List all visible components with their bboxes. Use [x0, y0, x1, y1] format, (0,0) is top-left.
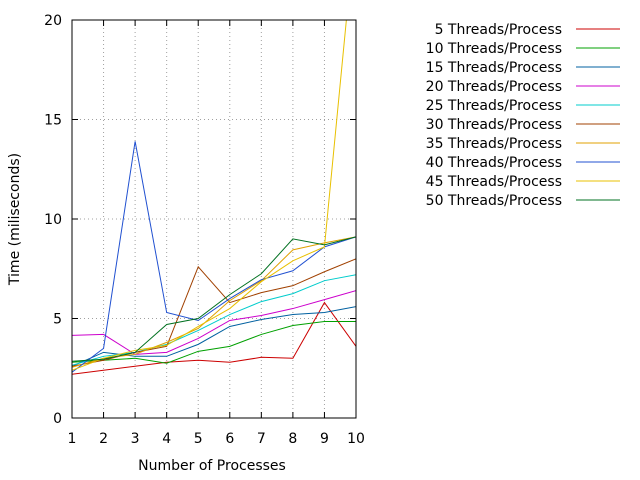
x-tick-label: 1 — [68, 431, 77, 447]
x-axis-label: Number of Processes — [138, 458, 286, 474]
series-layer — [72, 20, 356, 375]
legend-label: 10 Threads/Process — [426, 41, 562, 57]
x-tick-label: 3 — [131, 431, 140, 447]
legend-label: 50 Threads/Process — [426, 193, 562, 209]
x-tick-label: 6 — [225, 431, 234, 447]
legend-label: 30 Threads/Process — [426, 117, 562, 133]
y-tick-label: 10 — [44, 212, 62, 228]
legend-label: 15 Threads/Process — [426, 60, 562, 76]
series-line-9 — [72, 20, 347, 371]
x-tick-label: 5 — [194, 431, 203, 447]
series-line-1 — [72, 301, 356, 375]
legend-label: 25 Threads/Process — [426, 98, 562, 114]
y-axis-label: Time (miliseconds) — [7, 153, 23, 286]
legend-label: 20 Threads/Process — [426, 79, 562, 95]
y-tick-label: 20 — [44, 13, 62, 29]
x-tick-label: 2 — [99, 431, 108, 447]
x-tick-label: 7 — [257, 431, 266, 447]
series-line-7 — [72, 236, 356, 368]
series-line-10 — [72, 236, 356, 362]
x-tick-label: 10 — [347, 431, 365, 447]
legend-label: 35 Threads/Process — [426, 136, 562, 152]
legend-label: 5 Threads/Process — [435, 22, 562, 38]
series-line-4 — [72, 290, 356, 355]
x-tick-label: 4 — [162, 431, 171, 447]
grid-lines — [72, 20, 356, 418]
plot-border — [71, 19, 357, 419]
y-tick-label: 0 — [53, 411, 62, 427]
legend-label: 45 Threads/Process — [426, 174, 562, 190]
y-tick-label: 5 — [53, 312, 62, 328]
legend-label: 40 Threads/Process — [426, 155, 562, 171]
axis-ticks: 1 2 3 4 5 6 7 8 9 10 0 5 10 15 20 — [44, 13, 365, 447]
series-line-8 — [72, 141, 356, 373]
x-tick-label: 8 — [288, 431, 297, 447]
y-tick-label: 15 — [44, 113, 62, 129]
x-tick-label: 9 — [320, 431, 329, 447]
series-line-5 — [72, 274, 356, 366]
series-line-2 — [72, 320, 356, 364]
legend: 5 Threads/Process 10 Threads/Process 15 Th… — [426, 22, 620, 209]
